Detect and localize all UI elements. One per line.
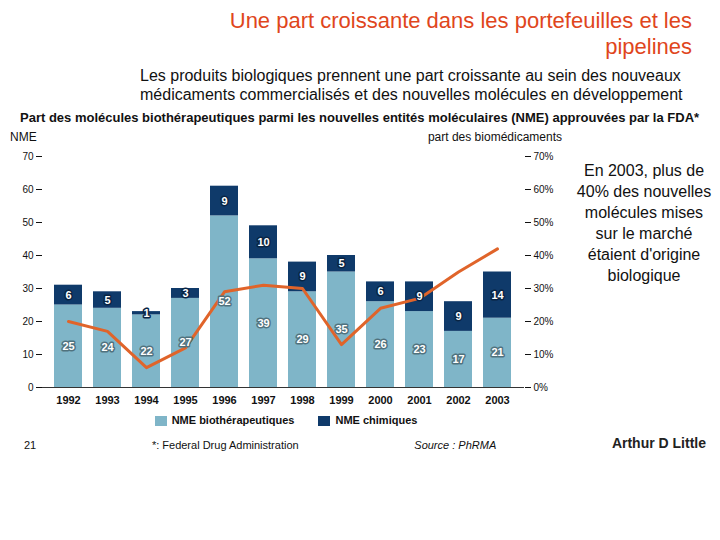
- html-text:NME chimiques: NME chimiques: [335, 414, 418, 426]
- svg-text:20: 20: [22, 316, 34, 327]
- svg-text:1992: 1992: [56, 394, 80, 406]
- svg-text:35: 35: [335, 323, 347, 335]
- svg-text:52: 52: [218, 295, 230, 307]
- html-text:Part des molécules biothérapeu: Part des molécules biothérapeutiques par…: [20, 110, 700, 125]
- svg-text:39: 39: [257, 317, 269, 329]
- svg-text:6: 6: [65, 289, 71, 301]
- svg-text:2000: 2000: [368, 394, 392, 406]
- svg-text:9: 9: [221, 195, 227, 207]
- svg-text:40%: 40%: [534, 250, 554, 261]
- svg-text:70: 70: [22, 151, 34, 162]
- html-text:NME: NME: [10, 130, 37, 144]
- svg-text:9: 9: [455, 310, 461, 322]
- svg-text:1998: 1998: [290, 394, 314, 406]
- svg-text:50%: 50%: [534, 217, 554, 228]
- svg-text:25: 25: [62, 340, 74, 352]
- html-text:part des biomédicaments: part des biomédicaments: [427, 130, 562, 144]
- svg-text:1996: 1996: [212, 394, 236, 406]
- svg-text:5: 5: [104, 294, 110, 306]
- svg-text:60: 60: [22, 184, 34, 195]
- html-text:21: 21: [24, 439, 37, 451]
- svg-text:22: 22: [140, 345, 152, 357]
- svg-text:1995: 1995: [173, 394, 197, 406]
- svg-text:10%: 10%: [534, 349, 554, 360]
- svg-text:60%: 60%: [534, 184, 554, 195]
- svg-text:1993: 1993: [95, 394, 119, 406]
- html-text:Arthur D Little: Arthur D Little: [611, 435, 706, 451]
- svg-text:2002: 2002: [446, 394, 470, 406]
- svg-text:10: 10: [22, 349, 34, 360]
- svg-text:21: 21: [491, 346, 503, 358]
- html-text:Les produits biologiques prenn: Les produits biologiques prennent une pa…: [140, 67, 683, 103]
- svg-text:1999: 1999: [329, 394, 353, 406]
- svg-text:0%: 0%: [534, 382, 549, 393]
- svg-text:40: 40: [22, 250, 34, 261]
- svg-text:1994: 1994: [134, 394, 159, 406]
- svg-text:9: 9: [299, 270, 305, 282]
- html-text:*: Federal Drug Administration: *: Federal Drug Administration: [151, 439, 299, 451]
- svg-text:1: 1: [143, 307, 149, 319]
- svg-text:30: 30: [22, 283, 34, 294]
- svg-text:50: 50: [22, 217, 34, 228]
- svg-text:24: 24: [101, 341, 114, 353]
- html-text:En 2003, plus de 40% des nouve: En 2003, plus de 40% des nouvelles moléc…: [576, 162, 712, 284]
- svg-text:17: 17: [452, 353, 464, 365]
- svg-text:70%: 70%: [534, 151, 554, 162]
- svg-text:9: 9: [416, 290, 422, 302]
- svg-text:1997: 1997: [251, 394, 275, 406]
- html-text:Source : PhRMA: Source : PhRMA: [414, 439, 497, 451]
- svg-text:29: 29: [296, 333, 308, 345]
- svg-text:20%: 20%: [534, 316, 554, 327]
- svg-text:26: 26: [374, 338, 386, 350]
- svg-text:3: 3: [182, 287, 188, 299]
- svg-text:6: 6: [377, 285, 383, 297]
- svg-text:2001: 2001: [407, 394, 431, 406]
- svg-text:30%: 30%: [534, 283, 554, 294]
- svg-text:10: 10: [257, 236, 269, 248]
- html-text:Une part croissante dans les p: Une part croissante dans les portefeuill…: [229, 8, 692, 59]
- svg-text:14: 14: [491, 289, 504, 301]
- svg-text:5: 5: [338, 257, 344, 269]
- svg-text:0: 0: [28, 382, 34, 393]
- svg-text:2003: 2003: [485, 394, 509, 406]
- svg-text:27: 27: [179, 336, 191, 348]
- svg-text:23: 23: [413, 343, 425, 355]
- html-text:NME biothérapeutiques: NME biothérapeutiques: [171, 414, 295, 426]
